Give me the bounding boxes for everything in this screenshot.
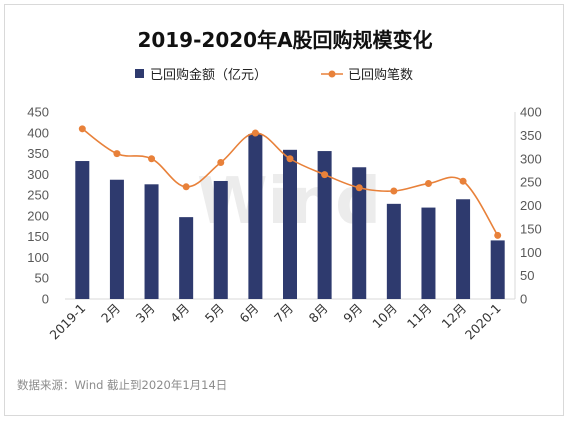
bar-amount <box>109 179 124 299</box>
bar-amount <box>75 161 90 299</box>
x-tick-label: 5月 <box>202 301 227 326</box>
left-tick-label: 450 <box>27 105 49 120</box>
left-tick-label: 50 <box>35 271 49 286</box>
point-count <box>321 171 329 179</box>
right-tick-label: 250 <box>520 175 542 190</box>
legend-swatch-count-marker <box>328 70 336 78</box>
chart-card: Wind 2019-2020年A股回购规模变化 已回购金额（亿元） 已回购笔数 … <box>4 4 564 416</box>
bar-amount <box>456 199 471 299</box>
left-tick-label: 100 <box>27 250 49 265</box>
bar-amount <box>352 167 367 299</box>
right-tick-label: 200 <box>520 198 542 213</box>
point-count <box>390 187 398 195</box>
bar-amount <box>248 134 263 299</box>
left-tick-label: 250 <box>27 188 49 203</box>
x-tick-label: 8月 <box>306 301 331 326</box>
point-count <box>78 125 86 133</box>
legend-swatch-amount <box>135 69 144 78</box>
legend-label-count: 已回购笔数 <box>348 67 413 83</box>
bar-amount <box>283 149 297 299</box>
right-tick-label: 0 <box>520 292 527 307</box>
x-tick-label: 6月 <box>236 301 261 326</box>
legend-label-amount: 已回购金额（亿元） <box>150 67 267 83</box>
x-tick-label: 3月 <box>133 301 158 326</box>
x-tick-label: 10月 <box>369 301 400 332</box>
point-count <box>148 155 156 163</box>
x-tick-label: 9月 <box>340 301 365 326</box>
chart-title: 2019-2020年A股回购规模变化 <box>137 28 432 52</box>
left-tick-label: 0 <box>42 292 49 307</box>
bar-amount <box>490 240 505 299</box>
line-series-count <box>78 125 502 239</box>
chart: Wind 2019-2020年A股回购规模变化 已回购金额（亿元） 已回购笔数 … <box>17 28 542 392</box>
point-count <box>251 129 259 137</box>
left-tick-label: 350 <box>27 146 49 161</box>
bar-amount <box>213 180 228 299</box>
x-tick-label: 7月 <box>271 301 296 326</box>
x-tick-label: 2020-1 <box>462 301 504 343</box>
left-axis-ticks: 0 50 100 150 200 250 300 350 400 450 <box>27 105 49 307</box>
point-count <box>459 177 467 185</box>
bar-amount <box>179 217 194 299</box>
x-tick-label: 4月 <box>167 301 192 326</box>
x-tick-label: 12月 <box>439 301 470 332</box>
right-tick-label: 150 <box>520 221 542 236</box>
bar-series-amount <box>75 134 505 299</box>
bar-amount <box>421 207 436 299</box>
bar-amount <box>144 184 159 299</box>
right-tick-label: 400 <box>520 105 542 120</box>
bar-amount <box>317 151 332 299</box>
source-note: 数据来源：Wind 截止到2020年1月14日 <box>17 378 227 392</box>
left-tick-label: 400 <box>27 125 49 140</box>
point-count <box>182 183 190 191</box>
point-count <box>286 155 294 163</box>
right-tick-label: 50 <box>520 268 534 283</box>
point-count <box>494 231 502 239</box>
point-count <box>113 150 121 158</box>
left-tick-label: 200 <box>27 208 49 223</box>
bar-amount <box>386 203 401 299</box>
x-tick-label: 2019-1 <box>47 301 89 343</box>
legend: 已回购金额（亿元） 已回购笔数 <box>135 67 413 83</box>
point-count <box>217 158 225 166</box>
left-tick-label: 300 <box>27 167 49 182</box>
x-tick-label: 11月 <box>404 301 435 332</box>
right-tick-label: 100 <box>520 245 542 260</box>
point-count <box>424 180 432 188</box>
left-tick-label: 150 <box>27 229 49 244</box>
right-tick-label: 350 <box>520 128 542 143</box>
right-tick-label: 300 <box>520 151 542 166</box>
right-axis-ticks: 0 50 100 150 200 250 300 350 400 <box>520 105 542 307</box>
x-tick-label: 2月 <box>98 301 123 326</box>
point-count <box>355 184 363 192</box>
